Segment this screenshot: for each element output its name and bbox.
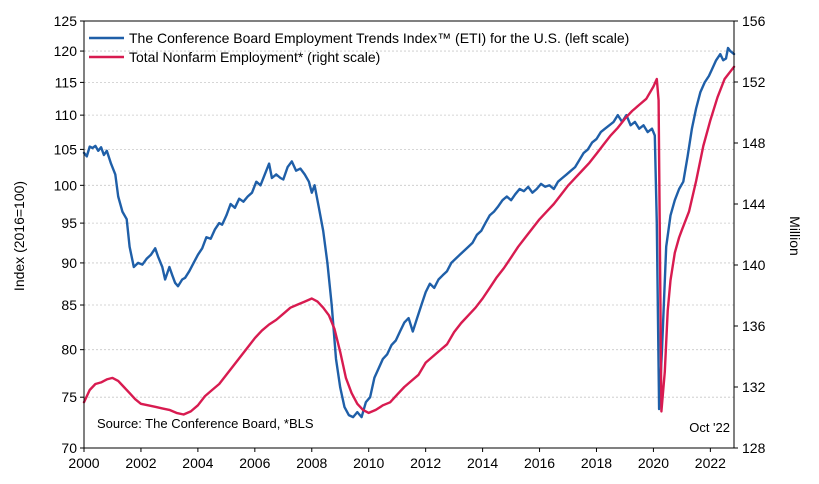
series-line-eti [82,46,736,419]
right-tick-label-136: 136 [742,318,766,334]
right-tick-label-140: 140 [742,257,766,273]
legend: The Conference Board Employment Trends I… [89,30,629,65]
left-tick-label-75: 75 [61,389,77,405]
left-tick-label-70: 70 [61,440,77,456]
x-tick-label-2022: 2022 [695,455,726,471]
x-tick-label-2010: 2010 [353,455,384,471]
x-tick-label-2016: 2016 [524,455,555,471]
series-lines [82,46,736,419]
x-tick-label-2018: 2018 [581,455,612,471]
right-tick-label-128: 128 [742,440,766,456]
x-tick-label-2012: 2012 [410,455,441,471]
source-note: Source: The Conference Board, *BLS [97,416,314,431]
left-axis-ticks: 70 75 80 85 90 95 100 105 110 115 120 125 [54,13,84,456]
legend-label-nonfarm: Total Nonfarm Employment* (right scale) [129,49,380,65]
left-tick-label-80: 80 [61,342,77,358]
gridlines [84,50,734,398]
left-tick-label-115: 115 [55,74,78,90]
right-axis-ticks: 128 132 136 140 144 148 152 156 [734,13,766,456]
x-tick-label-2000: 2000 [68,455,99,471]
plot-frame [83,20,735,449]
left-tick-label-120: 120 [54,43,78,59]
x-tick-label-2004: 2004 [182,455,213,471]
right-tick-label-148: 148 [742,135,766,151]
series-line-nonfarm-employment [82,65,736,416]
legend-label-eti: The Conference Board Employment Trends I… [129,30,629,46]
x-tick-label-2008: 2008 [296,455,327,471]
x-axis-ticks: 2000 2002 2004 2006 2008 2010 2012 2014 2016 2018… [68,448,726,471]
x-tick-label-2014: 2014 [467,455,498,471]
right-tick-label-144: 144 [742,196,766,212]
left-tick-label-125: 125 [54,13,78,29]
left-tick-label-90: 90 [61,255,77,271]
x-tick-label-2020: 2020 [638,455,669,471]
right-axis-title: Million [787,216,803,256]
left-tick-label-85: 85 [61,297,77,313]
left-axis-title: Index (2016=100) [11,181,27,291]
right-tick-label-156: 156 [742,13,766,29]
left-tick-label-110: 110 [55,107,78,123]
left-tick-label-100: 100 [54,177,78,193]
left-tick-label-105: 105 [54,141,78,157]
right-tick-label-152: 152 [742,74,766,90]
x-tick-label-2002: 2002 [125,455,156,471]
x-tick-label-2006: 2006 [239,455,270,471]
right-tick-label-132: 132 [742,379,766,395]
left-tick-label-95: 95 [61,215,77,231]
date-note: Oct '22 [689,420,730,435]
